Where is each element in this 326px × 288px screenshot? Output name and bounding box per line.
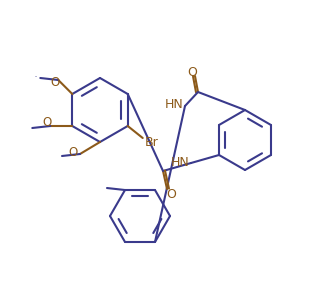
Text: OMe: OMe [35, 76, 38, 77]
Text: HN: HN [164, 98, 183, 111]
Text: O: O [42, 117, 51, 130]
Text: HN: HN [170, 156, 189, 170]
Text: O: O [166, 189, 176, 202]
Text: OMe: OMe [0, 287, 1, 288]
Text: O: O [69, 145, 78, 158]
Text: O: O [187, 65, 197, 79]
Text: O: O [50, 75, 59, 88]
Text: Br: Br [145, 135, 158, 149]
